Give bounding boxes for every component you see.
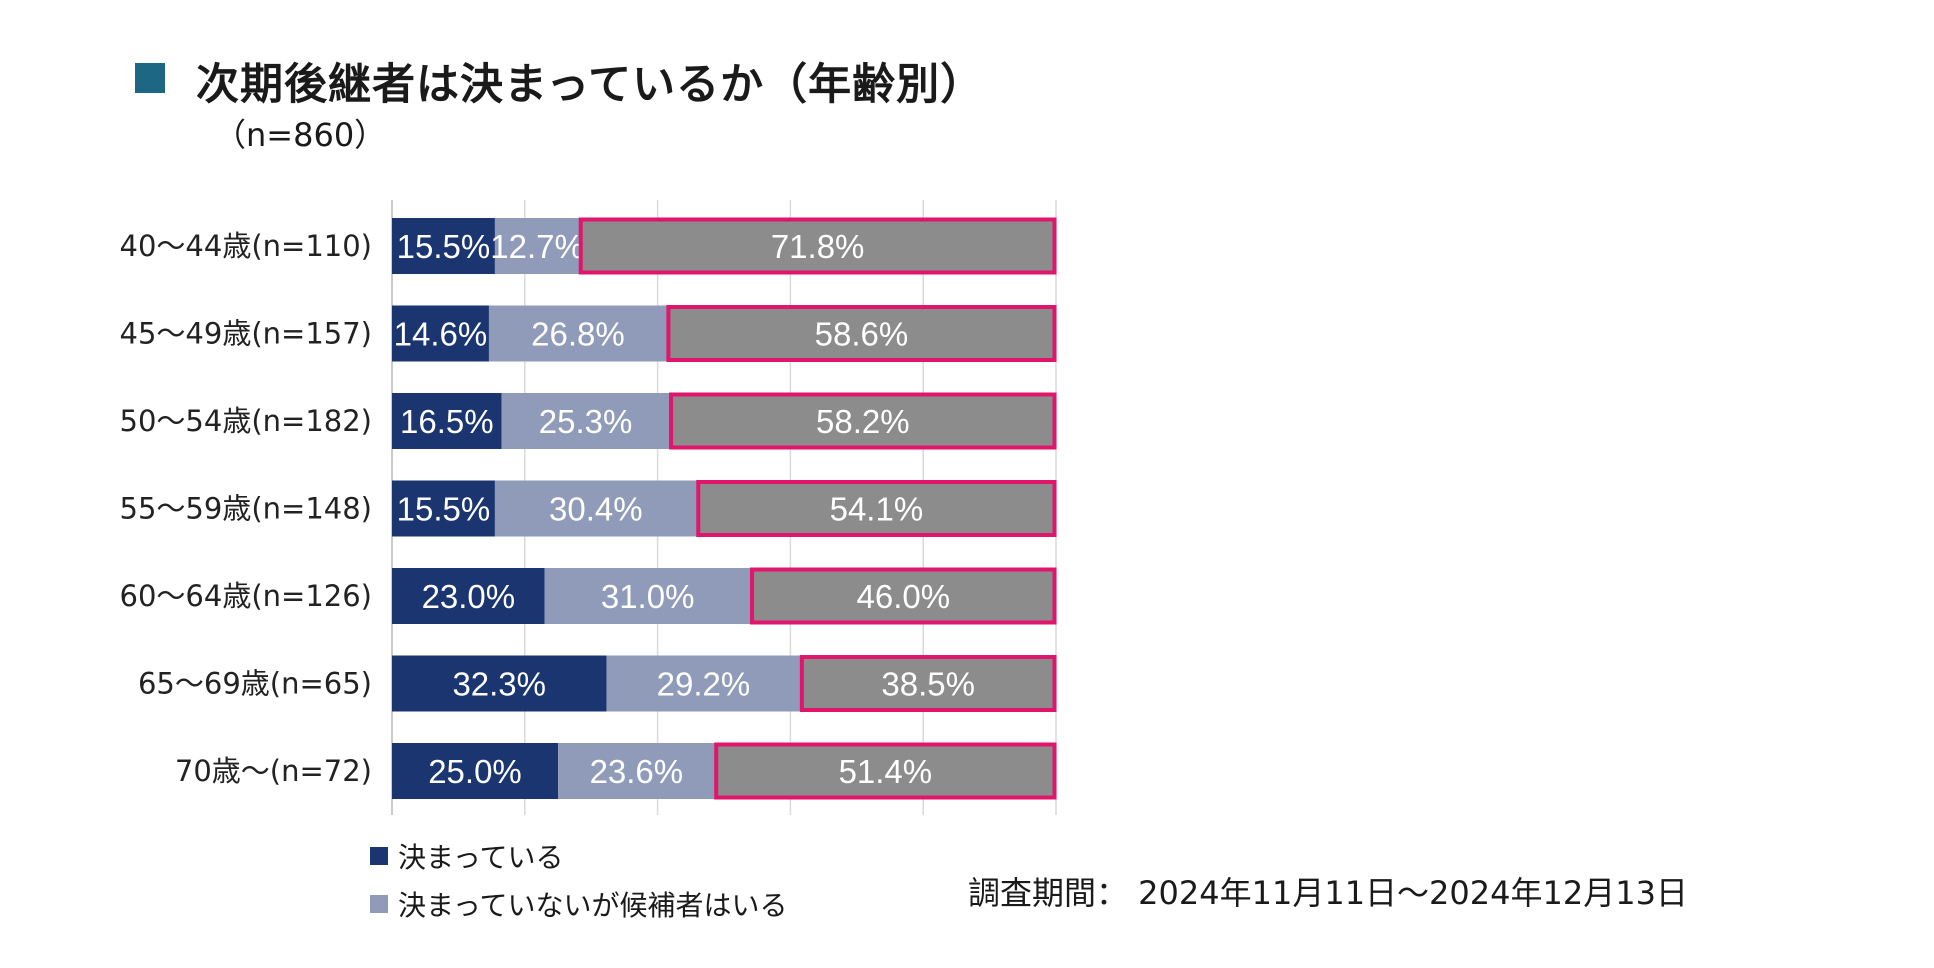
bar-segment: [494, 218, 580, 274]
bar-segment: [714, 743, 1056, 799]
data-label: 25.3%: [539, 403, 633, 440]
category-label: 40～44歳(n=110): [120, 229, 372, 263]
bar-segment: [579, 218, 1056, 274]
bar-segment: [750, 568, 1056, 624]
data-label: 16.5%: [400, 403, 494, 440]
bar-segment: [669, 393, 1056, 449]
bar-segment: [392, 305, 489, 362]
highlight-outline: [696, 480, 1057, 537]
data-label: 15.5%: [397, 228, 491, 265]
legend-label-candidate: 決まっていないが候補者はいる: [398, 889, 788, 922]
legend-item-candidate: 決まっていないが候補者はいる: [370, 880, 787, 928]
bar-segment: [501, 393, 670, 449]
title-square-icon: [135, 63, 165, 93]
data-label: 23.0%: [422, 578, 516, 615]
data-label: 51.4%: [839, 753, 933, 790]
bar-segment: [392, 655, 607, 712]
data-label: 29.2%: [657, 665, 751, 702]
highlight-outline: [750, 567, 1057, 625]
data-label: 58.2%: [816, 403, 910, 440]
data-label: 54.1%: [830, 490, 924, 527]
data-label: 15.5%: [397, 490, 491, 527]
bar-segment: [488, 305, 667, 362]
data-label: 32.3%: [452, 665, 546, 702]
category-label: 65～69歳(n=65): [138, 667, 372, 701]
legend-swatch-candidate: [370, 895, 388, 913]
data-label: 14.6%: [394, 315, 488, 352]
data-label: 46.0%: [856, 578, 950, 615]
bar-segment: [392, 480, 495, 537]
bar-segment: [666, 305, 1056, 362]
data-label: 25.0%: [428, 753, 522, 790]
data-label: 23.6%: [590, 753, 684, 790]
bar-segment: [696, 480, 1056, 537]
data-label: 30.4%: [549, 490, 643, 527]
highlight-outline: [578, 217, 1057, 275]
legend: 決まっている 決まっていないが候補者はいる: [370, 832, 787, 928]
category-label: 70歳～(n=72): [175, 754, 372, 788]
bar-segment: [606, 655, 801, 712]
category-label: 50～54歳(n=182): [120, 404, 372, 438]
category-label: 60～64歳(n=126): [120, 579, 372, 613]
data-label: 31.0%: [601, 578, 695, 615]
legend-item-decided: 決まっている: [370, 832, 787, 880]
data-label: 58.6%: [815, 315, 909, 352]
bar-segment: [558, 743, 715, 799]
bar-segment: [494, 480, 697, 537]
highlight-outline: [799, 655, 1057, 712]
highlight-outline: [666, 305, 1057, 362]
category-label: 45～49歳(n=157): [120, 317, 372, 351]
chart-subtitle: （n=860）: [214, 116, 387, 154]
survey-period: 調査期間： 2024年11月11日～2024年12月13日: [968, 874, 1688, 912]
highlight-outline: [714, 742, 1057, 800]
legend-swatch-decided: [370, 847, 388, 865]
bar-segment: [800, 655, 1056, 712]
data-label: 38.5%: [881, 665, 975, 702]
chart-title: 次期後継者は決まっているか（年齢別）: [196, 60, 985, 110]
bar-segment: [392, 218, 495, 274]
data-label: 71.8%: [771, 228, 865, 265]
bar-segment: [392, 568, 545, 624]
bar-segment: [392, 743, 558, 799]
bar-segment: [544, 568, 751, 624]
highlight-outline: [669, 392, 1057, 450]
legend-label-decided: 決まっている: [398, 841, 564, 874]
data-label: 26.8%: [531, 315, 625, 352]
bar-segment: [392, 393, 502, 449]
data-label: 12.7%: [490, 228, 584, 265]
category-label: 55～59歳(n=148): [120, 492, 372, 526]
